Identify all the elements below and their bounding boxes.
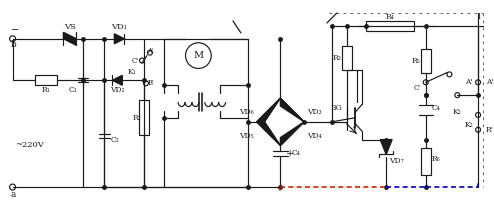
Text: A': A' <box>486 78 494 86</box>
Text: C₂: C₂ <box>111 136 120 144</box>
Bar <box>367 21 414 31</box>
Text: VD₅: VD₅ <box>240 132 254 140</box>
Text: VD₆: VD₆ <box>240 108 254 116</box>
Text: R₃: R₃ <box>332 54 341 62</box>
Circle shape <box>447 72 452 77</box>
Text: VD₃: VD₃ <box>307 108 321 116</box>
Text: R₁: R₁ <box>42 86 50 94</box>
Bar <box>35 75 57 85</box>
Text: R': R' <box>486 126 494 134</box>
Text: R₆: R₆ <box>431 155 440 163</box>
Text: R₅: R₅ <box>412 56 420 65</box>
Text: VD₁: VD₁ <box>111 23 127 31</box>
Circle shape <box>455 93 460 98</box>
Polygon shape <box>63 32 76 39</box>
Circle shape <box>148 50 153 55</box>
Text: B': B' <box>148 79 154 87</box>
Text: K₂: K₂ <box>465 121 474 129</box>
Text: M: M <box>193 51 204 60</box>
Polygon shape <box>63 39 76 45</box>
Circle shape <box>423 80 428 85</box>
Circle shape <box>186 43 211 68</box>
Text: R₂: R₂ <box>133 114 141 122</box>
Text: A': A' <box>465 78 473 86</box>
Bar <box>342 46 352 71</box>
Text: K₁: K₁ <box>128 68 136 76</box>
Polygon shape <box>380 140 392 154</box>
Text: VD₂: VD₂ <box>110 86 124 94</box>
Circle shape <box>144 81 149 86</box>
Text: ~220V: ~220V <box>15 141 44 148</box>
Text: K₂: K₂ <box>453 108 462 116</box>
Text: VD₄: VD₄ <box>307 132 322 140</box>
Text: BG: BG <box>331 104 343 112</box>
Circle shape <box>476 112 481 117</box>
Polygon shape <box>113 75 123 85</box>
Polygon shape <box>115 34 124 44</box>
Text: +: + <box>286 149 294 158</box>
Circle shape <box>140 58 145 63</box>
Bar <box>421 148 431 175</box>
Polygon shape <box>281 122 304 145</box>
Polygon shape <box>257 122 281 145</box>
Circle shape <box>9 184 15 190</box>
Text: −: − <box>10 26 19 35</box>
Text: C₄: C₄ <box>292 150 301 157</box>
Text: R₄: R₄ <box>386 13 395 21</box>
Text: VD₇: VD₇ <box>389 157 404 165</box>
Circle shape <box>9 36 15 42</box>
Polygon shape <box>257 98 281 122</box>
Circle shape <box>476 127 481 132</box>
Text: b: b <box>10 40 16 49</box>
Text: C': C' <box>131 56 139 65</box>
Text: C₁: C₁ <box>69 86 77 94</box>
Circle shape <box>476 80 481 85</box>
Text: C₄: C₄ <box>431 104 440 112</box>
Text: A': A' <box>148 47 154 55</box>
Text: a: a <box>10 190 16 199</box>
Text: C': C' <box>413 84 420 92</box>
Bar <box>421 49 431 73</box>
Polygon shape <box>281 98 304 122</box>
Text: l: l <box>478 13 481 21</box>
Text: VS: VS <box>64 23 76 31</box>
Bar <box>139 100 149 135</box>
